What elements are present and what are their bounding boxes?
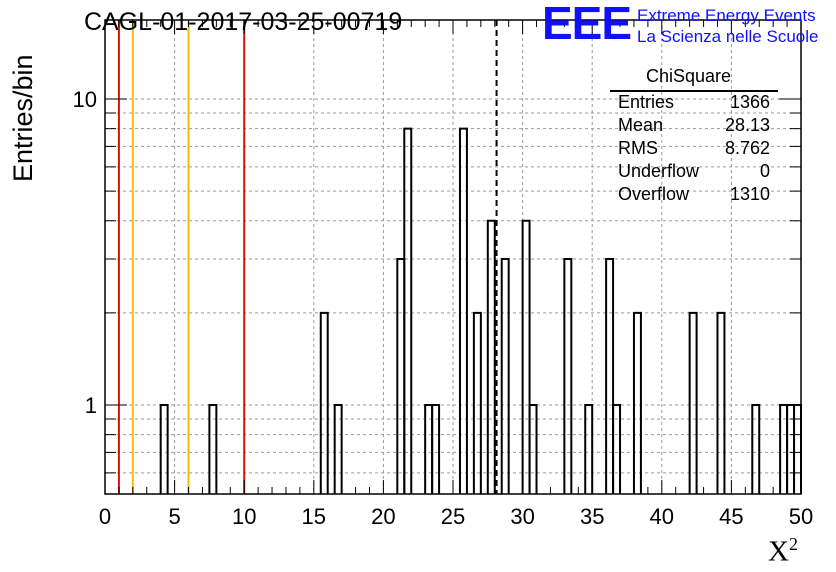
stats-value: 1310 <box>729 184 770 204</box>
histogram-bar <box>521 219 531 494</box>
x-tick-label: 10 <box>232 504 256 529</box>
histogram-bar <box>159 404 169 494</box>
histogram-bar <box>458 127 468 494</box>
stats-key: Overflow <box>618 184 690 204</box>
y-tick-label: 1 <box>85 393 97 418</box>
stats-row-underflow: Underflow 0 <box>618 161 770 183</box>
stats-key: RMS <box>618 138 658 158</box>
stats-value: 28.13 <box>724 115 770 135</box>
histogram-bar <box>319 311 329 494</box>
histogram-bar <box>584 404 594 494</box>
histogram-bar <box>403 127 413 494</box>
histogram-bar <box>472 311 482 494</box>
chart-title: CAGL-01-2017-03-25-00719 <box>84 8 403 36</box>
stats-key: Underflow <box>618 161 700 181</box>
histogram-bar <box>431 404 441 494</box>
stats-value: 8.762 <box>724 138 770 158</box>
histogram-bar <box>208 404 218 494</box>
x-tick-label: 25 <box>441 504 465 529</box>
x-tick-label: 0 <box>99 504 111 529</box>
x-tick-label: 35 <box>580 504 604 529</box>
x-tick-label: 40 <box>650 504 674 529</box>
stats-row-rms: RMS 8.762 <box>618 138 770 160</box>
stats-row-mean: Mean 28.13 <box>618 115 770 137</box>
histogram-bar <box>500 258 510 494</box>
histogram-bar <box>751 404 761 494</box>
y-axis-label: Entries/bin <box>8 54 38 182</box>
logo-line-2: La Scienza nelle Scuole <box>637 27 819 46</box>
x-tick-label: 15 <box>302 504 326 529</box>
stats-row-entries: Entries 1366 <box>618 92 770 114</box>
x-tick-label: 50 <box>789 504 813 529</box>
x-axis-label: X2 <box>768 534 798 569</box>
stats-title: ChiSquare <box>646 66 732 86</box>
stats-divider <box>610 90 778 92</box>
histogram-bar <box>528 404 538 494</box>
y-tick-label: 10 <box>73 87 97 112</box>
histogram-bar <box>333 404 343 494</box>
logo-text: Extreme Energy Events La Scienza nelle S… <box>637 5 818 47</box>
stats-box: ChiSquare Entries 1366 Mean 28.13 RMS 8.… <box>610 66 778 206</box>
x-axis-label-text: X <box>768 535 789 568</box>
histogram-bar <box>716 311 726 494</box>
x-axis-label-sup: 2 <box>788 534 798 554</box>
logo-line-1: Extreme Energy Events <box>637 6 816 25</box>
logo-mark: EEE <box>542 0 632 49</box>
histogram-bar <box>563 258 573 494</box>
stats-key: Mean <box>618 115 664 135</box>
histogram-bar <box>486 219 496 494</box>
stats-row-overflow: Overflow 1310 <box>618 184 770 206</box>
stats-key: Entries <box>618 92 675 112</box>
histogram-bar <box>688 311 698 494</box>
histogram-bar <box>632 311 642 494</box>
x-tick-label: 20 <box>371 504 395 529</box>
histogram-bar <box>612 404 622 494</box>
stats-value: 1366 <box>729 92 770 112</box>
x-tick-label: 45 <box>719 504 743 529</box>
x-tick-label: 30 <box>510 504 534 529</box>
histogram-bar <box>605 258 615 494</box>
x-tick-label: 5 <box>168 504 180 529</box>
stats-value: 0 <box>759 161 770 181</box>
